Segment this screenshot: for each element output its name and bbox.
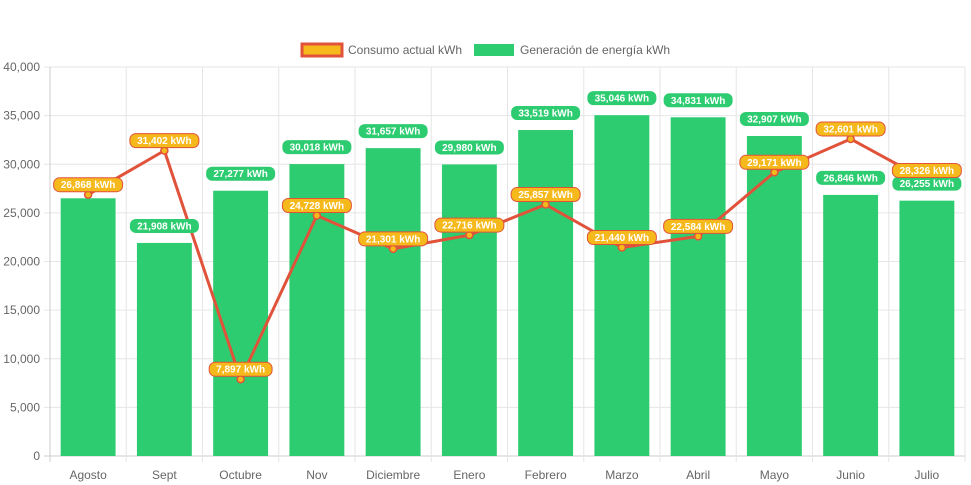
data-label-generacion-bg [587, 91, 657, 106]
data-label-generacion: 32,907 kWh [747, 114, 801, 125]
data-label-consumo-bg [739, 154, 810, 170]
x-tick-label: Abril [686, 468, 710, 482]
x-tick-label: Enero [453, 468, 485, 482]
data-label-generacion: 34,831 kWh [671, 96, 725, 107]
point-consumo[interactable] [693, 232, 703, 241]
point-consumo[interactable] [312, 211, 322, 220]
data-label-consumo-bg [586, 229, 657, 245]
point-consumo[interactable] [236, 374, 245, 384]
data-label-generacion: 29,980 kWh [442, 143, 496, 154]
x-tick-label: Diciembre [366, 468, 420, 482]
data-label-generacion-bg [206, 166, 276, 181]
legend-swatch-consumo[interactable] [300, 42, 344, 58]
data-label-consumo-bg [815, 121, 886, 137]
data-label-generacion: 26,255 kWh [900, 179, 954, 190]
x-axis: Agosto Sept Octubre Nov Diciembre Enero Febrer… [69, 468, 939, 482]
data-label-generacion: 33,519 kWh [518, 109, 572, 120]
data-label-consumo: 24,728 kWh [290, 201, 344, 212]
data-label-consumo-bg [510, 187, 581, 203]
data-labels: 21,908 kWh 27,277 kWh 30,018 kWh 31,657 kWh… [53, 91, 962, 377]
data-label-generacion-bg [511, 106, 581, 121]
bar-generacion[interactable] [365, 148, 421, 456]
bar-generacion[interactable] [60, 198, 116, 456]
data-label-consumo-bg [663, 218, 734, 234]
y-tick-label: 5,000 [10, 400, 40, 414]
y-tick-label: 10,000 [3, 352, 40, 366]
data-label-generacion-bg [434, 140, 504, 155]
data-label-generacion: 31,657 kWh [366, 127, 420, 138]
data-label-consumo: 25,857 kWh [518, 190, 572, 201]
data-label-consumo-bg [208, 361, 273, 377]
bar-generacion[interactable] [518, 130, 574, 457]
y-tick-label: 15,000 [3, 303, 40, 317]
point-consumo[interactable] [770, 168, 779, 177]
point-consumo[interactable] [846, 134, 855, 144]
data-label-consumo: 32,601 kWh [823, 124, 877, 135]
x-tick-label: Sept [152, 468, 177, 482]
x-tick-label: Nov [306, 468, 327, 482]
data-label-generacion: 27,277 kWh [213, 169, 267, 180]
legend-label-generacion[interactable]: Generación de energía kWh [520, 43, 670, 57]
data-label-consumo: 28,326 kWh [900, 166, 954, 177]
x-tick-label: Junio [836, 468, 865, 482]
data-label-consumo: 31,402 kWh [137, 136, 191, 147]
data-label-generacion-bg [892, 176, 962, 191]
data-label-consumo-bg [434, 217, 505, 233]
data-label-consumo-bg [281, 198, 352, 214]
bar-generacion[interactable] [441, 164, 497, 456]
grid [44, 66, 966, 462]
data-label-generacion: 21,908 kWh [137, 221, 191, 232]
point-consumo[interactable] [160, 146, 169, 155]
data-label-consumo-bg [53, 177, 124, 193]
legend: Consumo actual kWh Generación de energía… [300, 42, 670, 58]
data-label-consumo: 26,868 kWh [61, 180, 115, 191]
point-consumo[interactable] [617, 243, 627, 252]
data-label-generacion-bg [663, 93, 733, 108]
bar-generacion[interactable] [823, 194, 879, 456]
point-consumo[interactable] [83, 190, 93, 199]
bar-generacion[interactable] [899, 200, 955, 456]
point-consumo[interactable] [388, 244, 398, 254]
bar-generacion[interactable] [746, 135, 802, 456]
data-label-generacion-bg [739, 111, 809, 126]
data-label-generacion: 30,018 kWh [290, 143, 344, 154]
data-label-consumo-bg [358, 231, 429, 247]
data-label-consumo: 22,716 kWh [442, 221, 496, 232]
data-label-consumo: 22,584 kWh [671, 222, 725, 233]
legend-label-consumo[interactable]: Consumo actual kWh [348, 43, 462, 57]
data-label-consumo: 7,897 kWh [216, 365, 265, 376]
bar-generacion[interactable] [670, 117, 726, 456]
y-tick-label: 20,000 [3, 255, 40, 269]
data-label-consumo-bg [891, 163, 962, 179]
bars-generacion [60, 115, 955, 457]
data-label-consumo-bg [129, 133, 200, 149]
y-tick-label: 40,000 [3, 60, 40, 74]
bar-generacion[interactable] [594, 115, 650, 457]
x-tick-label: Octubre [219, 468, 262, 482]
x-tick-label: Febrero [525, 468, 567, 482]
point-consumo[interactable] [541, 200, 550, 209]
data-label-consumo: 21,440 kWh [595, 233, 649, 244]
y-tick-label: 35,000 [3, 109, 40, 123]
data-label-generacion-bg [282, 140, 352, 155]
data-label-generacion-bg [358, 124, 428, 139]
y-tick-label: 0 [33, 449, 40, 463]
data-label-generacion-bg [129, 218, 199, 233]
x-tick-label: Agosto [69, 468, 107, 482]
data-label-consumo: 29,171 kWh [747, 158, 801, 169]
y-tick-label: 30,000 [3, 157, 40, 171]
x-tick-label: Marzo [605, 468, 639, 482]
x-tick-label: Mayo [760, 468, 790, 482]
data-label-consumo: 21,301 kWh [366, 234, 420, 245]
data-label-generacion: 35,046 kWh [595, 94, 649, 105]
y-tick-label: 25,000 [3, 206, 40, 220]
data-label-generacion: 26,846 kWh [823, 173, 877, 184]
point-consumo[interactable] [465, 230, 474, 240]
bar-generacion[interactable] [136, 242, 192, 456]
y-axis: 0 5,000 10,000 15,000 20,000 25,000 30,000 35,0… [3, 60, 40, 463]
x-tick-label: Julio [915, 468, 940, 482]
data-label-generacion-bg [816, 170, 886, 185]
legend-swatch-generacion[interactable] [474, 44, 514, 56]
